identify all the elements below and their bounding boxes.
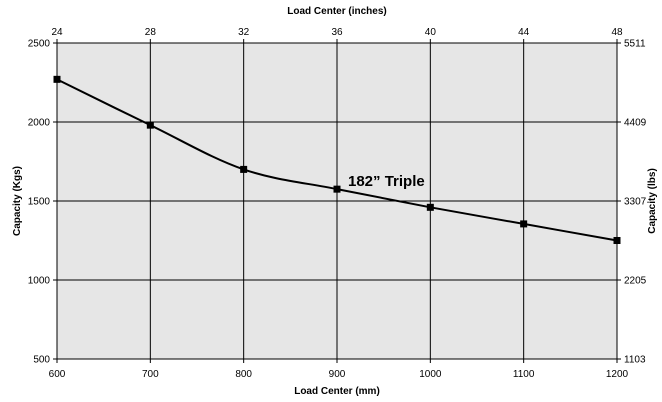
x2-tick-label: 24 [51,27,63,38]
data-point-marker [426,203,434,211]
y-tick-label: 1000 [28,276,51,287]
tick-marks [53,39,621,363]
x-tick-label: 600 [49,369,66,380]
y-tick-label: 500 [33,355,50,366]
x2-tick-label: 48 [611,27,623,38]
x2-tick-label: 36 [331,27,343,38]
x2-tick-label: 44 [518,27,530,38]
x2-tick-label: 32 [238,27,250,38]
x-tick-label: 1200 [606,369,629,380]
x2-tick-label: 40 [425,27,437,38]
series-label: 182” Triple [348,173,425,190]
data-point-marker [146,121,154,129]
y2-tick-label: 2205 [624,276,647,287]
data-point-marker [240,165,248,173]
x-tick-label: 900 [329,369,346,380]
x-axis-title: Load Center (mm) [294,386,380,397]
data-point-marker [333,185,341,193]
y-tick-label: 2500 [28,39,51,50]
data-point-marker [53,75,61,83]
y2-axis-title: Capacity (lbs) [647,168,658,234]
x-tick-label: 700 [142,369,159,380]
data-point-marker [520,220,528,228]
y2-tick-label: 3307 [624,197,647,208]
x2-tick-label: 28 [145,27,157,38]
y2-tick-label: 5511 [624,39,646,50]
y-tick-label: 1500 [28,197,51,208]
tick-labels: 600 24 700 28 800 32 900 36 1000 40 1100 44 1200 48 50… [28,27,647,380]
series-group [53,75,621,244]
y-axis-title: Capacity (Kgs) [12,166,23,236]
y-tick-label: 2000 [28,118,51,129]
x2-axis-title: Load Center (inches) [287,6,386,17]
x-tick-label: 800 [235,369,252,380]
y2-tick-label: 4409 [624,118,647,129]
y2-tick-label: 1103 [624,355,646,366]
data-point-marker [613,237,621,244]
x-tick-label: 1100 [513,369,535,380]
x-tick-label: 1000 [419,369,442,380]
